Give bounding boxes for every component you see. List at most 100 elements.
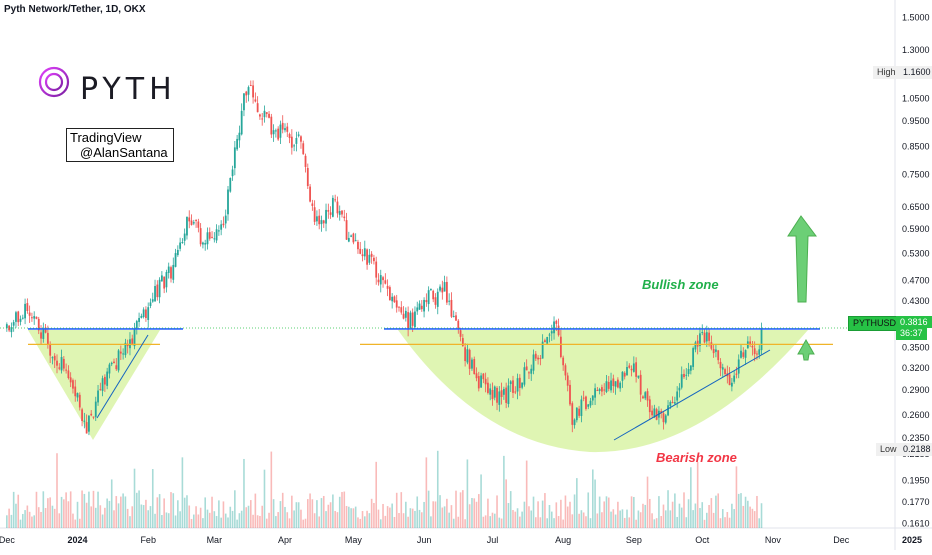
volume-bar: [106, 498, 108, 528]
candle-body: [115, 365, 118, 370]
candle-body: [158, 279, 161, 298]
volume-bar: [639, 512, 642, 528]
volume-bar: [505, 479, 507, 528]
volume-bar: [557, 516, 560, 528]
volume-bar: [136, 492, 138, 528]
candle-body: [222, 223, 225, 226]
candle-body: [208, 232, 211, 239]
volume-bar: [642, 503, 644, 528]
candle-body: [176, 249, 179, 256]
volume-bar: [728, 517, 731, 528]
volume-bar: [53, 508, 56, 528]
candle-body: [56, 360, 58, 366]
volume-bar: [297, 502, 300, 528]
candle-body: [370, 253, 373, 257]
candle-body: [103, 376, 106, 385]
candle-body: [233, 147, 236, 169]
volume-bar: [637, 510, 640, 528]
volume-bar: [703, 519, 706, 528]
volume-bar: [719, 518, 722, 528]
volume-bar: [473, 498, 476, 528]
volume-bar: [491, 512, 494, 528]
volume-bar: [138, 490, 140, 528]
candle-body: [81, 409, 83, 422]
candle-body: [35, 316, 38, 319]
volume-bar: [649, 498, 651, 528]
candle-body: [297, 134, 300, 136]
candle-body: [122, 353, 125, 355]
volume-bar: [621, 509, 624, 528]
candle-body: [742, 352, 745, 357]
x-tick-label: Dec: [0, 535, 15, 545]
volume-bar: [236, 519, 238, 528]
candle-body: [448, 300, 451, 302]
volume-bar: [535, 517, 537, 528]
volume-bar: [411, 508, 414, 528]
volume-bar: [566, 506, 569, 528]
candle-body: [701, 332, 704, 334]
volume-bar: [516, 508, 519, 528]
volume-bar: [749, 506, 751, 528]
candle-body: [598, 389, 601, 391]
volume-bar: [373, 502, 375, 528]
volume-bar: [320, 498, 323, 528]
volume-bar: [706, 512, 708, 528]
candle-body: [733, 375, 736, 382]
candle-body: [466, 349, 469, 363]
candle-body: [220, 224, 223, 230]
candle-body: [174, 253, 177, 267]
volume-bar: [544, 493, 546, 528]
candle-body: [375, 261, 378, 278]
volume-bar: [206, 509, 209, 528]
volume-bar: [434, 501, 437, 528]
candle-body: [288, 134, 291, 139]
candle-body: [329, 212, 332, 215]
volume-bar: [375, 461, 377, 528]
volume-bar: [270, 451, 273, 528]
candle-body: [409, 312, 412, 329]
volume-bar: [42, 491, 45, 528]
candle-body: [528, 372, 530, 374]
y-tick-label: 0.8500: [902, 141, 930, 151]
candle-body: [735, 373, 738, 375]
volume-bar: [58, 513, 61, 528]
volume-bar: [409, 508, 412, 528]
volume-bar: [601, 512, 603, 528]
candle-body: [181, 242, 184, 244]
volume-bar: [325, 511, 327, 528]
candle-body: [632, 363, 635, 372]
candle-body: [388, 287, 391, 301]
candle-body: [90, 413, 93, 416]
y-tick-label: 0.6500: [902, 202, 930, 212]
volume-bar: [129, 516, 131, 528]
volume-bar: [316, 500, 318, 528]
pyth-logo-text: PYTH: [80, 72, 177, 107]
candle-body: [325, 209, 327, 224]
x-tick-label: Jul: [487, 535, 499, 545]
candle-body: [559, 336, 562, 358]
candle-body: [612, 378, 615, 387]
candle-body: [518, 377, 521, 389]
candle-body: [316, 216, 318, 222]
volume-bar: [482, 516, 485, 528]
candle-body: [44, 327, 47, 333]
volume-bar: [202, 518, 204, 528]
candle-body: [420, 305, 423, 310]
volume-bar: [302, 519, 305, 528]
candle-body: [213, 238, 216, 240]
volume-bar: [47, 498, 49, 528]
volume-bar: [22, 513, 24, 528]
volume-bar: [293, 510, 295, 528]
candle-body: [341, 210, 343, 215]
candle-body: [635, 362, 638, 377]
volume-bar: [644, 504, 647, 528]
y-tick-label: 0.2350: [902, 433, 930, 443]
candle-body: [594, 388, 596, 398]
volume-bar: [227, 517, 229, 528]
candle-body: [404, 310, 407, 318]
volume-bar: [220, 517, 222, 528]
volume-bar: [626, 509, 628, 528]
countdown-tag: 36:37: [896, 328, 927, 340]
